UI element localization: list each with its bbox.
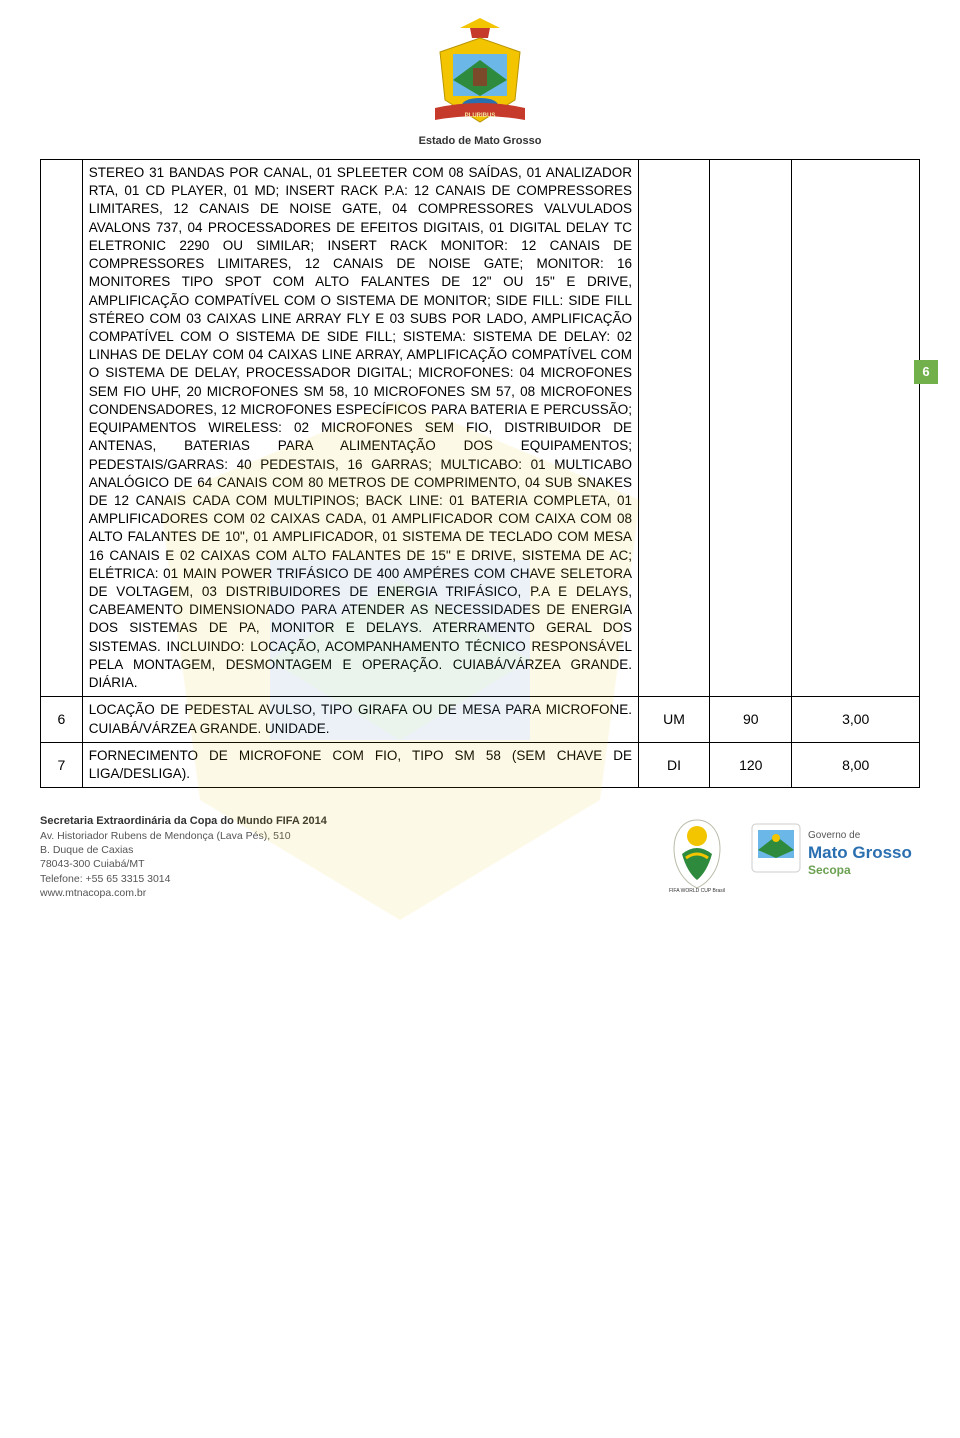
svg-text:FIFA WORLD CUP Brasil: FIFA WORLD CUP Brasil [669,888,725,894]
footer-site: www.mtnacopa.com.br [40,886,327,900]
footer-logos: FIFA WORLD CUP Brasil Governo de Mato Gr… [662,814,920,894]
row-value: 3,00 [792,697,920,742]
table-row: 7FORNECIMENTO DE MICROFONE COM FIO, TIPO… [41,742,920,787]
row-description: STEREO 31 BANDAS POR CANAL, 01 SPLEETER … [82,160,638,697]
svg-text:Governo de: Governo de [808,830,861,841]
specifications-table: STEREO 31 BANDAS POR CANAL, 01 SPLEETER … [40,159,920,788]
footer-org-title: Secretaria Extraordinária da Copa do Mun… [40,814,327,829]
row-qty: 90 [710,697,792,742]
row-qty: 120 [710,742,792,787]
footer-phone: Telefone: +55 65 3315 3014 [40,872,327,886]
table-row: 6LOCAÇÃO DE PEDESTAL AVULSO, TIPO GIRAFA… [41,697,920,742]
row-number: 6 [41,697,83,742]
footer-addr3: 78043-300 Cuiabá/MT [40,857,327,871]
state-caption: Estado de Mato Grosso [0,135,960,147]
fifa-worldcup-icon: FIFA WORLD CUP Brasil [662,814,732,894]
row-description: FORNECIMENTO DE MICROFONE COM FIO, TIPO … [82,742,638,787]
svg-text:Mato Grosso: Mato Grosso [808,843,912,862]
row-value [792,160,920,697]
row-unit [639,160,710,697]
svg-text:Secopa: Secopa [808,863,851,877]
footer-address: Secretaria Extraordinária da Copa do Mun… [40,814,327,900]
row-number: 7 [41,742,83,787]
row-unit: UM [639,697,710,742]
row-value: 8,00 [792,742,920,787]
row-qty [710,160,792,697]
table-row: STEREO 31 BANDAS POR CANAL, 01 SPLEETER … [41,160,920,697]
state-crest-icon: PLURIBUS [425,10,535,130]
svg-text:PLURIBUS: PLURIBUS [465,113,496,119]
header-logo-area: PLURIBUS Estado de Mato Grosso [0,0,960,159]
row-unit: DI [639,742,710,787]
governo-mt-logo: Governo de Mato Grosso Secopa [750,816,920,892]
footer-addr1: Av. Historiador Rubens de Mendonça (Lava… [40,829,327,843]
page-number-badge: 6 [914,360,938,384]
footer-addr2: B. Duque de Caxias [40,843,327,857]
row-number [41,160,83,697]
footer: Secretaria Extraordinária da Copa do Mun… [0,802,960,920]
row-description: LOCAÇÃO DE PEDESTAL AVULSO, TIPO GIRAFA … [82,697,638,742]
